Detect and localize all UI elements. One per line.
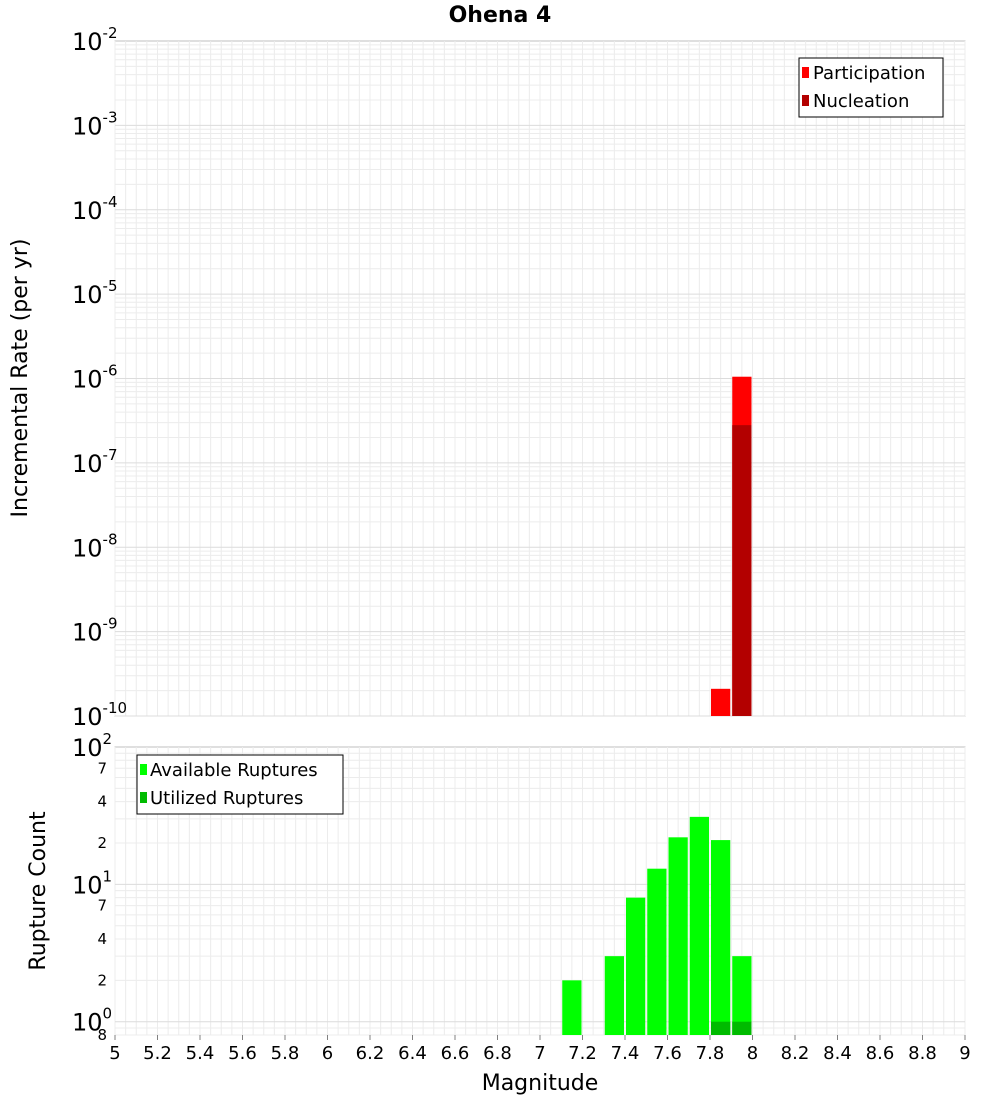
x-tick-label: 7.6 [653, 1043, 682, 1064]
bar-available-ruptures-5 [689, 816, 709, 1035]
bar-nucleation-0 [732, 425, 752, 716]
rate-y-axis-label: Incremental Rate (per yr) [8, 239, 33, 518]
x-tick-label: 7.8 [696, 1043, 725, 1064]
bar-utilized-ruptures-0 [711, 1021, 731, 1035]
x-tick-label: 6.4 [398, 1043, 427, 1064]
x-tick-label: 8.6 [866, 1043, 895, 1064]
bar-available-ruptures-0 [562, 980, 582, 1035]
x-tick-label: 5.4 [186, 1043, 215, 1064]
x-tick-label: 8 [747, 1043, 758, 1064]
bar-available-ruptures-2 [626, 897, 646, 1035]
rate-y-ticks: 10-2 10-3 10-4 10-5 10-6 10-7 10-8 10-9 10-10 [72, 24, 127, 731]
y-tick-label: 100 [72, 1005, 112, 1037]
count-legend-box [136, 754, 344, 815]
y-tick-label: 101 [72, 867, 112, 899]
bar-available-ruptures-3 [647, 868, 667, 1035]
legend-nucleation-label: Nucleation [813, 91, 909, 112]
y-tick-label: 10-2 [72, 24, 118, 56]
rate-legend: Participation Nucleation [798, 57, 944, 118]
y-tick-label: 10-5 [72, 277, 118, 309]
count-x-ticks: 5 5.2 5.4 5.6 5.8 6 6.2 6.4 6.6 6.8 7 7.2 7.4 7.6 7.8 8… [109, 1035, 971, 1064]
y-tick-label: 10-3 [72, 108, 118, 140]
x-tick-label: 5.2 [143, 1043, 172, 1064]
x-tick-label: 6 [322, 1043, 333, 1064]
y-minor-tick-label: 2 [97, 834, 107, 852]
x-tick-label: 7.2 [568, 1043, 597, 1064]
x-tick-label: 6.6 [441, 1043, 470, 1064]
y-minor-tick-label: 7 [97, 759, 107, 777]
legend-utilized-swatch [140, 792, 147, 803]
x-tick-label: 5.8 [271, 1043, 300, 1064]
y-tick-label: 10-9 [72, 615, 118, 647]
x-tick-label: 6.8 [483, 1043, 512, 1064]
y-minor-tick-label: 8 [97, 1026, 107, 1044]
x-tick-label: 8.4 [823, 1043, 852, 1064]
count-legend: Available Ruptures Utilized Ruptures [136, 754, 344, 815]
count-bars [562, 816, 752, 1035]
bar-available-ruptures-7 [732, 956, 752, 1035]
count-y-axis-label: Rupture Count [26, 811, 51, 971]
count-panel: 102 101 100 7 4 2 7 4 2 8 5 5.2 5.4 5.6 5.8 6 6.2 6.4 6.6… [26, 730, 971, 1096]
x-tick-label: 9 [959, 1043, 970, 1064]
rate-panel: 10-2 10-3 10-4 10-5 10-6 10-7 10-8 10-9 10-10 In… [8, 24, 966, 731]
bar-participation-0 [711, 688, 731, 716]
bar-available-ruptures-6 [711, 840, 731, 1035]
y-minor-tick-label: 4 [97, 793, 107, 811]
legend-participation-label: Participation [813, 63, 925, 84]
y-minor-tick-label: 7 [97, 897, 107, 915]
x-tick-label: 7 [534, 1043, 545, 1064]
x-tick-label: 8.8 [908, 1043, 937, 1064]
y-minor-tick-label: 4 [97, 930, 107, 948]
x-axis-label: Magnitude [482, 1071, 599, 1096]
bar-available-ruptures-1 [604, 956, 624, 1035]
count-grid [114, 747, 966, 1036]
legend-available-label: Available Ruptures [150, 760, 318, 781]
x-tick-label: 6.2 [356, 1043, 385, 1064]
rate-bars [711, 376, 752, 716]
chart-title: Ohena 4 [449, 3, 552, 28]
y-tick-label: 10-4 [72, 193, 118, 225]
y-tick-label: 10-6 [72, 362, 118, 394]
x-tick-label: 7.4 [611, 1043, 640, 1064]
rate-grid [114, 41, 966, 717]
y-tick-label: 10-10 [72, 699, 127, 731]
count-y-ticks: 102 101 100 7 4 2 7 4 2 8 [72, 730, 112, 1044]
rate-legend-box [798, 57, 944, 118]
legend-available-swatch [140, 764, 147, 775]
x-tick-label: 5.6 [228, 1043, 257, 1064]
bar-utilized-ruptures-1 [732, 1021, 752, 1035]
x-tick-label: 8.2 [781, 1043, 810, 1064]
y-tick-label: 10-7 [72, 446, 118, 478]
y-tick-label: 102 [72, 730, 112, 762]
y-tick-label: 10-8 [72, 530, 118, 562]
legend-nucleation-swatch [802, 95, 809, 106]
bar-available-ruptures-4 [668, 837, 688, 1035]
legend-utilized-label: Utilized Ruptures [150, 788, 303, 809]
legend-participation-swatch [802, 67, 809, 78]
y-minor-tick-label: 2 [97, 971, 107, 989]
x-tick-label: 5 [109, 1043, 120, 1064]
